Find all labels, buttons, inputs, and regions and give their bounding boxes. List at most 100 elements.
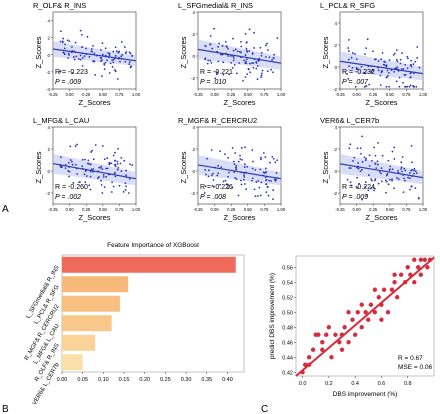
data-point xyxy=(219,150,222,153)
data-point xyxy=(320,347,325,352)
data-point xyxy=(243,175,246,178)
data-point xyxy=(370,70,373,73)
data-point xyxy=(114,175,117,178)
data-point xyxy=(102,174,105,176)
data-point xyxy=(217,45,220,48)
data-point xyxy=(275,178,277,181)
x-tick-label: 0.00 xyxy=(353,92,362,97)
y-tick-label: 2 xyxy=(334,43,337,48)
x-tick-label: 0.35 xyxy=(201,377,212,383)
data-point xyxy=(75,167,78,170)
data-point xyxy=(399,62,402,65)
data-point xyxy=(416,57,418,59)
y-axis-label: Z_Scores xyxy=(34,36,43,68)
data-point xyxy=(380,71,383,74)
data-point xyxy=(347,38,350,41)
data-point xyxy=(64,167,67,170)
data-point xyxy=(60,166,63,168)
y-tick-label: -2 xyxy=(46,191,50,196)
data-point xyxy=(383,60,386,63)
data-point xyxy=(365,193,368,196)
data-point xyxy=(412,85,415,88)
data-point xyxy=(385,191,387,194)
data-point xyxy=(372,69,374,72)
y-axis-label: Z_Scores xyxy=(179,151,188,183)
data-point xyxy=(228,73,231,76)
y-tick-label: 0 xyxy=(47,169,50,174)
data-point xyxy=(251,177,254,180)
importance-bar xyxy=(62,334,96,351)
data-point xyxy=(211,47,214,50)
importance-bar xyxy=(62,256,236,273)
data-point xyxy=(418,272,424,277)
x-tick-label: 0.50 xyxy=(386,92,395,97)
data-point xyxy=(354,52,356,55)
x-tick-label: 0.40 xyxy=(222,377,233,383)
x-axis-label: Z_Scores xyxy=(223,98,255,107)
data-point xyxy=(101,53,104,56)
scatter-title: L_PCL& R_SFG xyxy=(320,1,375,10)
data-point xyxy=(94,144,97,146)
data-point xyxy=(244,60,247,63)
data-point xyxy=(77,58,80,60)
data-point xyxy=(227,187,230,190)
importance-bar xyxy=(62,354,83,371)
x-tick-label: 0.75 xyxy=(115,92,124,97)
y-tick-label: -2 xyxy=(191,191,195,196)
y-tick-label: -2 xyxy=(191,76,195,81)
data-point xyxy=(380,172,382,175)
data-point xyxy=(70,160,73,163)
data-point xyxy=(240,179,242,182)
data-point xyxy=(79,181,81,183)
data-point xyxy=(258,186,261,189)
data-point xyxy=(209,59,212,62)
data-point xyxy=(243,172,246,175)
data-point xyxy=(407,176,409,179)
data-point xyxy=(207,169,210,172)
data-point xyxy=(417,196,420,199)
data-point xyxy=(231,146,234,149)
data-point xyxy=(213,27,215,30)
data-point xyxy=(81,165,84,168)
data-point xyxy=(411,168,413,171)
data-point xyxy=(107,52,110,54)
stat-p: P = .009 xyxy=(342,194,368,201)
data-point xyxy=(121,53,124,56)
data-point xyxy=(397,169,399,172)
data-point xyxy=(111,66,114,68)
data-point xyxy=(385,76,388,79)
x-tick-label: 0.50 xyxy=(99,92,108,97)
data-point xyxy=(245,171,247,174)
x-tick-label: 0.50 xyxy=(244,92,253,97)
data-point xyxy=(243,178,245,181)
data-point xyxy=(249,71,252,74)
data-point xyxy=(203,192,206,194)
data-point xyxy=(217,60,220,63)
data-point xyxy=(271,59,273,61)
data-point xyxy=(395,58,398,61)
data-point xyxy=(116,78,119,80)
data-point xyxy=(410,145,413,147)
y-tick-label: 0.52 xyxy=(282,295,293,301)
stat-r: R = 0.67 xyxy=(398,355,423,362)
x-tick-label: 0.2 xyxy=(325,381,333,387)
data-point xyxy=(120,170,123,173)
data-point xyxy=(214,77,217,80)
data-point xyxy=(125,169,127,172)
data-point xyxy=(125,174,127,176)
data-point xyxy=(364,53,366,55)
x-tick-label: 0.10 xyxy=(98,377,109,383)
data-point xyxy=(246,50,249,53)
data-point xyxy=(122,190,125,193)
data-point xyxy=(259,168,262,171)
y-tick-label: 2 xyxy=(47,147,50,152)
data-point xyxy=(373,187,376,190)
data-point xyxy=(385,85,388,88)
data-point xyxy=(358,182,360,185)
data-point xyxy=(92,60,94,63)
data-point xyxy=(387,71,390,74)
data-point xyxy=(79,54,82,57)
data-point xyxy=(347,47,350,49)
data-point xyxy=(265,183,268,185)
stat-r: R = -0.260 xyxy=(55,184,88,191)
